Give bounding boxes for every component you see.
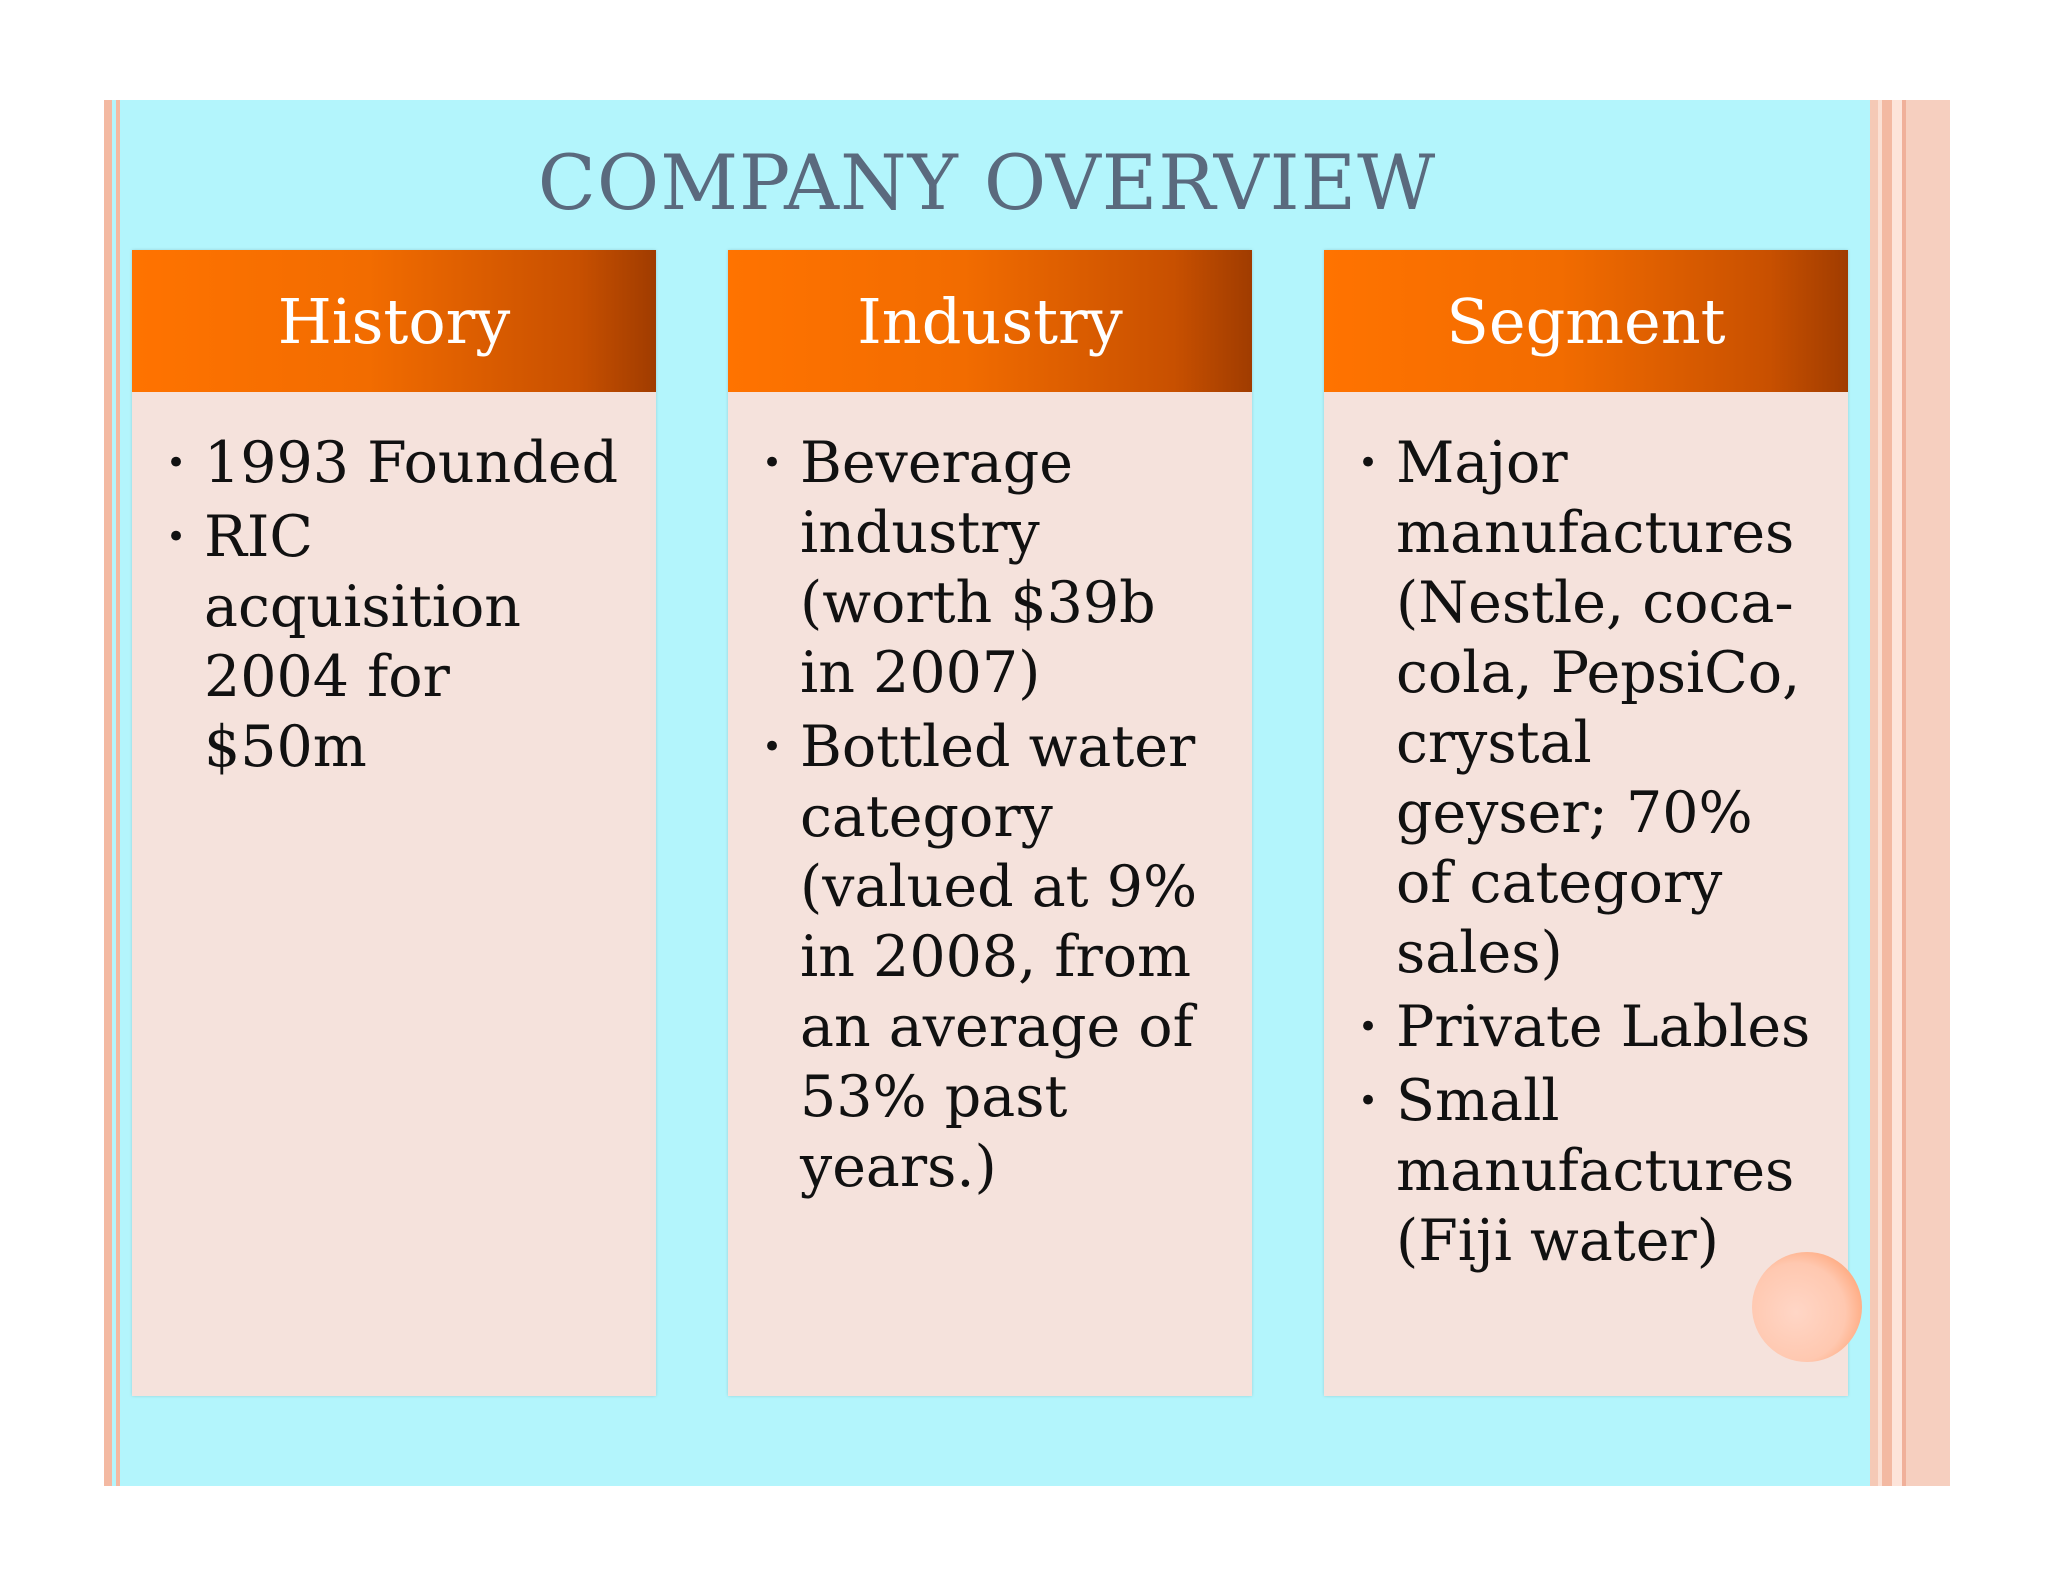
list-item-text: Small manufactures (Fiji water) [1396,1068,1795,1274]
history-bullet-list: • 1993 Founded • RIC acquisition 2004 for … [166,428,628,782]
bullet-icon: • [166,517,187,557]
left-decorative-stripe [104,100,112,1486]
bullet-icon: • [1358,443,1379,483]
slide: COMPANY OVERVIEW History • 1993 Founded •… [104,100,1950,1486]
history-card: History • 1993 Founded • RIC acquisition 2… [132,250,656,1396]
list-item: • RIC acquisition 2004 for $50m [166,502,628,782]
list-item-text: RIC acquisition 2004 for $50m [204,504,521,780]
bullet-icon: • [166,443,187,483]
industry-header: Industry [728,250,1252,392]
list-item-text: 1993 Founded [204,430,619,496]
history-body: • 1993 Founded • RIC acquisition 2004 for … [132,392,656,1396]
bullet-icon: • [1358,1081,1379,1121]
segment-body: • Major manufactures (Nestle, coca-cola, … [1324,392,1848,1396]
list-item-text: Beverage industry (worth $39b in 2007) [800,430,1156,706]
industry-body: • Beverage industry (worth $39b in 2007) … [728,392,1252,1396]
bullet-icon: • [762,727,783,767]
bullet-icon: • [762,443,783,483]
list-item: • Major manufactures (Nestle, coca-cola, … [1358,428,1820,988]
list-item: • Small manufactures (Fiji water) [1358,1066,1820,1276]
segment-header: Segment [1324,250,1848,392]
segment-bullet-list: • Major manufactures (Nestle, coca-cola, … [1358,428,1820,1276]
bullet-icon: • [1358,1007,1379,1047]
segment-card: Segment • Major manufactures (Nestle, coc… [1324,250,1848,1396]
industry-card: Industry • Beverage industry (worth $39b … [728,250,1252,1396]
list-item: • Private Lables [1358,992,1820,1062]
left-decorative-stripe-thin [116,100,120,1486]
list-item: • 1993 Founded [166,428,628,498]
industry-bullet-list: • Beverage industry (worth $39b in 2007) … [762,428,1224,1202]
decorative-circle-icon [1752,1252,1862,1362]
history-header: History [132,250,656,392]
right-decorative-band [1870,100,1950,1486]
list-item-text: Bottled water category (valued at 9% in … [800,714,1198,1200]
list-item-text: Major manufactures (Nestle, coca-cola, P… [1396,430,1801,986]
list-item: • Beverage industry (worth $39b in 2007) [762,428,1224,708]
slide-title: COMPANY OVERVIEW [537,138,1437,227]
list-item-text: Private Lables [1396,994,1811,1060]
list-item: • Bottled water category (valued at 9% in… [762,712,1224,1202]
